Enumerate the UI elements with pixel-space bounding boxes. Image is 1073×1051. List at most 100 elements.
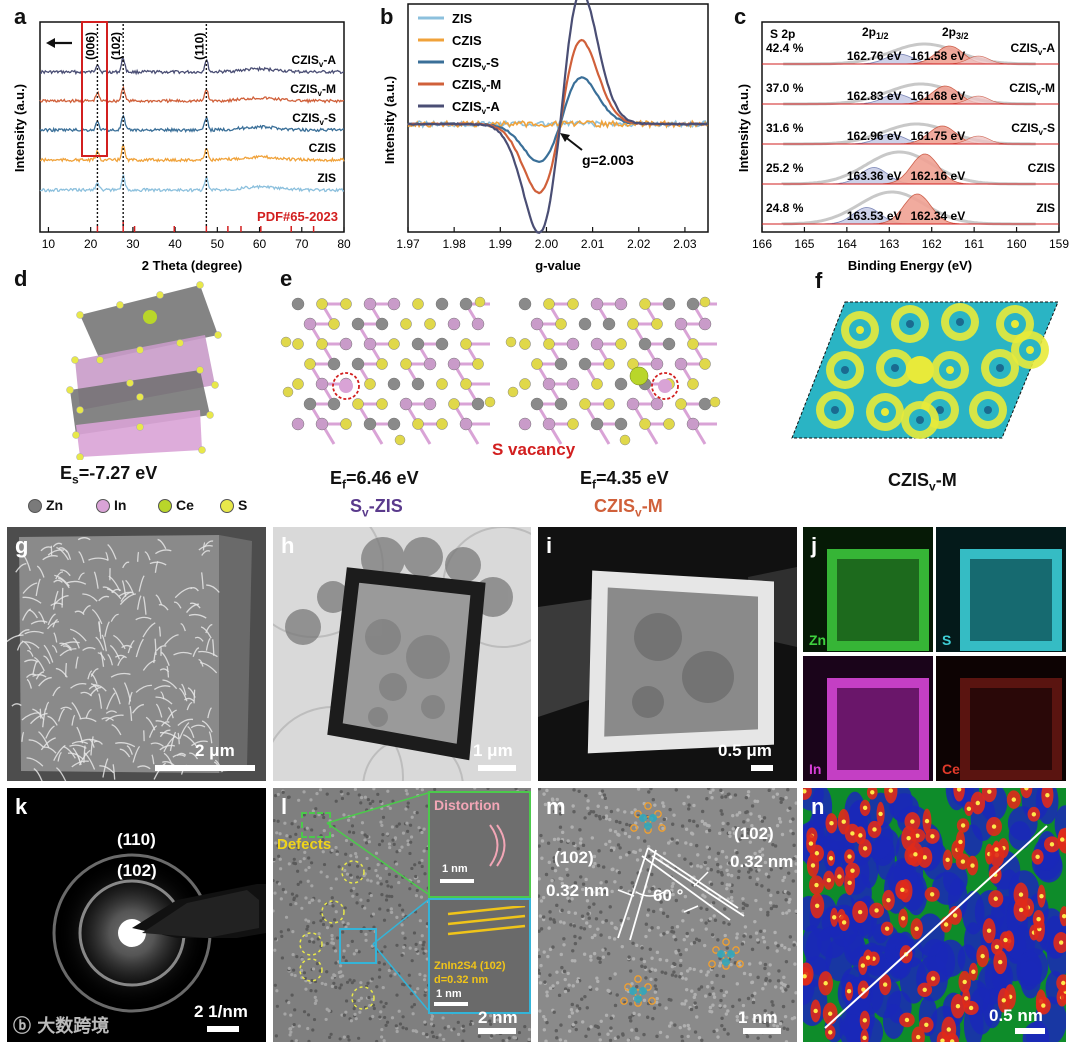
m-grain [712,995,717,999]
hrtem-grain [364,841,369,845]
hrtem-grain [292,968,296,972]
m-grain [680,824,685,828]
hrtem-grain [389,910,394,914]
m-grain [596,863,601,868]
m-grain [618,855,623,860]
xps-xtick-label: 162 [922,237,942,251]
m-grain [763,860,768,865]
nanosheet [83,752,96,770]
xps-percent-label: 42.4 % [766,41,804,55]
hrtem-grain [356,864,360,868]
m-grain [787,908,791,913]
m-grain [578,828,582,832]
m-grain [781,911,785,916]
xrd-xtick-label: 80 [337,237,351,251]
m-grain [632,1011,636,1016]
m-grain [742,971,747,976]
hrtem-grain [304,918,308,922]
hrtem-grain [378,968,382,972]
m-grain [785,911,789,915]
hrtem-grain [328,1035,332,1039]
m-grain [630,982,634,986]
m-grain [670,929,674,934]
hrtem-grain [352,952,356,956]
nanosheet [177,718,194,726]
m-grain [689,842,693,847]
m-grain [651,798,656,802]
m-grain [683,894,688,899]
hrtem-grain [281,887,285,892]
nanosheet [205,623,213,634]
m-grain [567,1029,572,1033]
zn-atom-icon [28,499,42,514]
legend-in: In [96,497,126,514]
nanosheet [169,731,177,752]
m-grain [735,982,740,986]
m-grain [769,906,774,911]
hrtem-grain [404,1027,409,1031]
xps-chart: 166 165 164 163 162 161 160 159 42.4 %162.76 eV… [736,21,1069,273]
m-grain [684,841,688,845]
hrtem-grain [379,1010,383,1014]
m-grain [681,919,685,923]
peak-intensity-dot [991,824,997,829]
hrtem-grain [288,1033,292,1037]
lattice-atom [316,338,328,350]
m-grain [613,829,618,834]
high-intensity-blob [911,1026,925,1042]
hrtem-grain [381,833,385,837]
hrtem-grain [452,1027,456,1031]
nanosheet [78,749,91,766]
hrtem-grain [442,1037,446,1042]
m-grain [794,869,797,873]
nanosheet [82,647,96,652]
hrtem-grain [283,821,287,825]
hrtem-grain [279,930,283,934]
m-grain [670,884,675,889]
m-grain [720,795,724,799]
m-grain [541,915,546,919]
nanosheet [198,659,204,667]
m-grain [653,803,657,807]
hrtem-grain [477,1034,481,1038]
hrtem-grain [320,981,324,986]
nanosheet [35,671,45,680]
m-grain [692,995,697,1000]
m-grain [748,875,752,880]
lattice-atom [327,357,341,371]
hrtem-grain [393,836,398,840]
m-grain [687,1027,691,1031]
m-grain [792,1016,797,1020]
m-grain [711,901,716,905]
nanosheet [36,565,45,578]
hrtem-grain [302,813,306,817]
m-grain [555,981,560,985]
m-grain [711,986,715,990]
hrtem-grain [462,1029,466,1033]
m-grain [746,996,751,1001]
hrtem-grain [377,961,381,965]
m-grain [710,933,715,937]
hrtem-grain [352,999,357,1003]
hrtem-grain [310,828,314,832]
peak-intensity-dot [828,856,834,861]
hrtem-grain [296,825,301,829]
hrtem-grain [352,1007,356,1011]
nanosheet [155,549,172,555]
m-grain [663,971,668,975]
m-grain [781,989,785,993]
hrtem-grain [415,811,419,815]
xps-title: S 2p [770,27,795,41]
m-grain [710,796,714,800]
m-grain [748,840,753,844]
hrtem-grain [321,838,325,842]
m-grain [590,836,595,840]
m-grain [547,926,551,930]
hrtem-grain [381,986,385,990]
m-grain [572,788,576,792]
peak-intensity-dot [922,987,927,993]
m-grain [623,831,628,836]
nanosheet [194,636,204,642]
m-grain [775,1024,780,1028]
m-grain [670,964,675,969]
